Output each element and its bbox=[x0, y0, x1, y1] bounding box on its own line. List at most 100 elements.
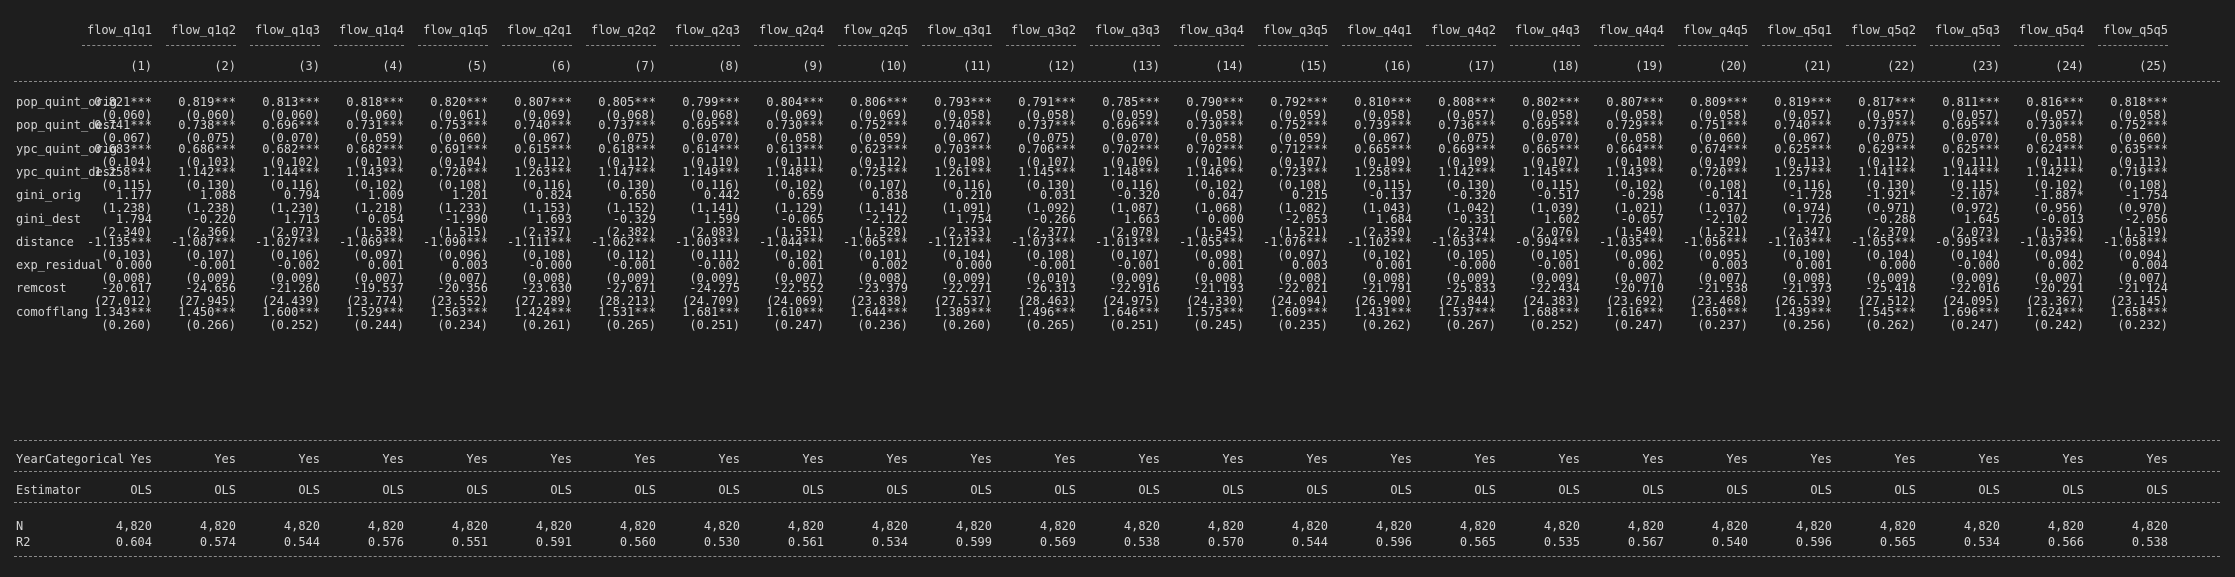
column-underline bbox=[1846, 45, 1916, 46]
table-rule-stats bbox=[14, 502, 2220, 503]
coefficient-cell: 0.003 bbox=[451, 258, 488, 273]
coefficient-cell: 0.805*** bbox=[598, 95, 656, 109]
fixed-effect-cell: Yes bbox=[718, 452, 740, 466]
stat-cell: 0.596 bbox=[1795, 535, 1832, 549]
coefficient-cell: 1.531*** bbox=[598, 304, 656, 319]
coefficient-cell: 0.820*** bbox=[430, 95, 488, 109]
coefficient-cell: 0.752*** bbox=[850, 118, 908, 133]
coefficient-cell: -0.220 bbox=[192, 211, 236, 226]
column-number: (6) bbox=[550, 59, 572, 73]
coefficient-cell: 1.143*** bbox=[1606, 164, 1664, 179]
stat-cell: 4,820 bbox=[367, 519, 404, 533]
coefficient-cell: 1.148*** bbox=[766, 164, 824, 179]
estimator-cell: OLS bbox=[550, 483, 572, 497]
stderr-cell: (0.008) bbox=[1361, 271, 1412, 286]
coefficient-cell: 0.635*** bbox=[2110, 141, 2168, 156]
stderr-cell: (24.069) bbox=[766, 294, 824, 309]
column-number: (8) bbox=[718, 59, 740, 73]
column-header: flow_q4q2 bbox=[1430, 23, 1496, 37]
stderr-cell: (0.107) bbox=[857, 177, 908, 192]
stderr-cell: (23.692) bbox=[1606, 294, 1664, 309]
stderr-cell: (0.106) bbox=[1109, 154, 1160, 169]
stderr-cell: (1.230) bbox=[269, 201, 320, 216]
coefficient-cell: 1.450*** bbox=[178, 304, 236, 319]
stderr-cell: (0.252) bbox=[1529, 317, 1580, 332]
stderr-cell: (0.252) bbox=[269, 317, 320, 332]
coefficient-cell: 1.148*** bbox=[1102, 164, 1160, 179]
stderr-cell: (0.008) bbox=[1277, 271, 1328, 286]
coefficient-cell: -1.111*** bbox=[506, 234, 572, 249]
stat-cell: 0.535 bbox=[1543, 535, 1580, 549]
stat-cell: 4,820 bbox=[535, 519, 572, 533]
stderr-cell: (1.515) bbox=[437, 224, 488, 239]
stderr-cell: (0.070) bbox=[1109, 131, 1160, 146]
stat-cell: 4,820 bbox=[1627, 519, 1664, 533]
fixed-effect-cell: Yes bbox=[886, 452, 908, 466]
coefficient-cell: -0.995*** bbox=[1934, 234, 2000, 249]
stderr-cell: (0.115) bbox=[101, 177, 152, 192]
coefficient-cell: 0.807*** bbox=[514, 95, 572, 109]
column-header: flow_q3q1 bbox=[926, 23, 992, 37]
coefficient-cell: 0.001 bbox=[787, 258, 824, 273]
coefficient-cell: 0.674*** bbox=[1690, 141, 1748, 156]
stat-cell: 0.599 bbox=[955, 535, 992, 549]
column-underline bbox=[754, 45, 824, 46]
stderr-cell: (0.956) bbox=[2033, 201, 2084, 216]
coefficient-cell: 0.695*** bbox=[682, 118, 740, 133]
coefficient-cell: 0.623*** bbox=[850, 141, 908, 156]
stderr-cell: (1.218) bbox=[353, 201, 404, 216]
coefficient-cell: 0.730*** bbox=[2026, 118, 2084, 133]
stderr-cell: (1.129) bbox=[773, 201, 824, 216]
stderr-cell: (0.075) bbox=[1445, 131, 1496, 146]
stderr-cell: (0.262) bbox=[1865, 317, 1916, 332]
stat-cell: 4,820 bbox=[1711, 519, 1748, 533]
stderr-cell: (0.115) bbox=[1949, 177, 2000, 192]
column-header: flow_q3q4 bbox=[1178, 23, 1244, 37]
row-label: R2 bbox=[16, 535, 31, 549]
coefficient-cell: 0.752*** bbox=[1270, 118, 1328, 133]
stderr-cell: (0.109) bbox=[1445, 154, 1496, 169]
stat-cell: 0.544 bbox=[283, 535, 320, 549]
stderr-cell: (0.116) bbox=[269, 177, 320, 192]
coefficient-cell: 0.740*** bbox=[934, 118, 992, 133]
fixed-effect-cell: Yes bbox=[1894, 452, 1916, 466]
stderr-cell: (0.109) bbox=[1361, 154, 1412, 169]
stderr-cell: (0.059) bbox=[1277, 108, 1328, 122]
stderr-cell: (0.070) bbox=[269, 131, 320, 146]
coefficient-cell: 0.808*** bbox=[1438, 95, 1496, 109]
column-underline bbox=[250, 45, 320, 46]
coefficient-cell: -0.000 bbox=[1956, 258, 2000, 273]
table-rule-fe bbox=[14, 440, 2220, 441]
coefficient-cell: -0.298 bbox=[1620, 188, 1664, 203]
coefficient-cell: 0.614*** bbox=[682, 141, 740, 156]
stderr-cell: (0.058) bbox=[2117, 108, 2168, 122]
stderr-cell: (0.111) bbox=[773, 154, 824, 169]
column-number: (13) bbox=[1131, 59, 1160, 73]
row-label: remcost bbox=[16, 281, 67, 296]
column-header: flow_q4q4 bbox=[1598, 23, 1664, 37]
coefficient-cell: 1.688*** bbox=[1522, 304, 1580, 319]
coefficient-cell: -23.379 bbox=[857, 281, 908, 296]
coefficient-cell: 1.142*** bbox=[178, 164, 236, 179]
stat-cell: 0.530 bbox=[703, 535, 740, 549]
estimator-cell: OLS bbox=[214, 483, 236, 497]
coefficient-cell: 0.804*** bbox=[766, 95, 824, 109]
stderr-cell: (0.098) bbox=[1193, 247, 1244, 262]
coefficient-cell: 0.618*** bbox=[598, 141, 656, 156]
coefficient-cell: 1.142*** bbox=[1438, 164, 1496, 179]
estimator-cell: OLS bbox=[1054, 483, 1076, 497]
row-label: YearCategorical bbox=[16, 452, 125, 466]
column-header: flow_q5q1 bbox=[1766, 23, 1832, 37]
column-header: flow_q4q5 bbox=[1682, 23, 1748, 37]
coefficient-cell: 0.001 bbox=[1795, 258, 1832, 273]
coefficient-cell: -1.065*** bbox=[842, 234, 908, 249]
coefficient-cell: -0.001 bbox=[192, 258, 236, 273]
coefficient-cell: -21.373 bbox=[1781, 281, 1832, 296]
stderr-cell: (0.107) bbox=[1529, 154, 1580, 169]
coefficient-cell: 0.001 bbox=[367, 258, 404, 273]
stat-cell: 4,820 bbox=[1291, 519, 1328, 533]
stderr-cell: (0.009) bbox=[605, 271, 656, 286]
column-underline bbox=[586, 45, 656, 46]
coefficient-cell: 0.002 bbox=[1627, 258, 1664, 273]
stderr-cell: (0.110) bbox=[689, 154, 740, 169]
